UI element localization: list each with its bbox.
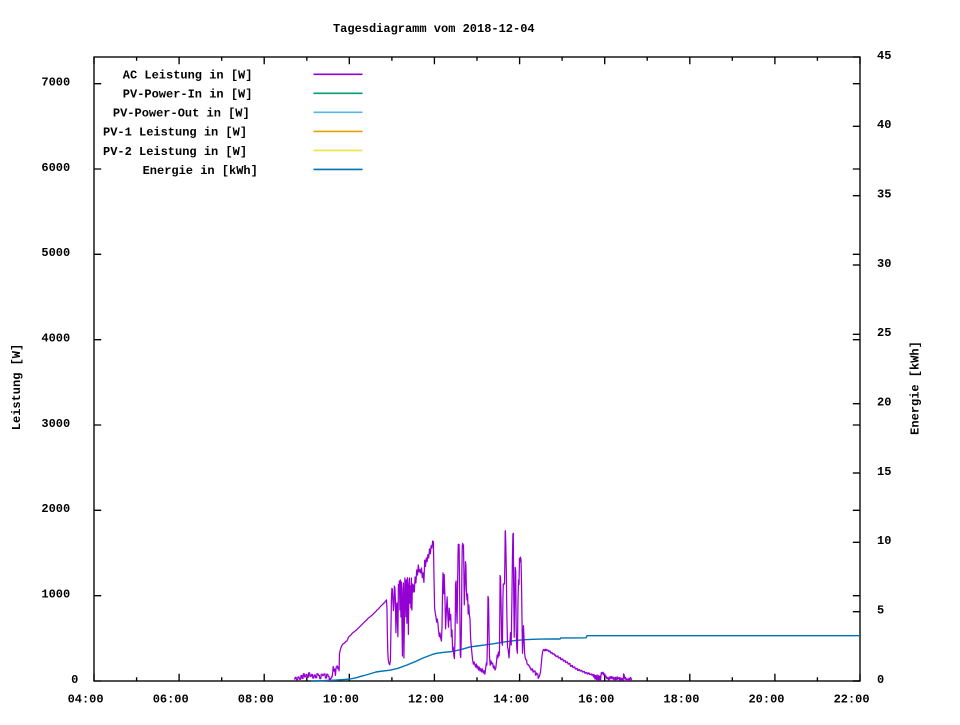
- svg-text:14:00: 14:00: [493, 692, 529, 706]
- svg-text:08:00: 08:00: [238, 692, 274, 706]
- svg-text:20: 20: [877, 396, 891, 410]
- svg-text:10: 10: [877, 534, 891, 548]
- svg-text:5000: 5000: [41, 246, 70, 260]
- svg-text:PV-Power-Out in [W]: PV-Power-Out in [W]: [113, 107, 250, 121]
- svg-text:AC Leistung in [W]: AC Leistung in [W]: [123, 69, 253, 83]
- svg-text:04:00: 04:00: [68, 692, 104, 706]
- svg-text:45: 45: [877, 49, 891, 63]
- svg-text:4000: 4000: [41, 332, 70, 346]
- svg-text:PV-Power-In in [W]: PV-Power-In in [W]: [123, 88, 253, 102]
- svg-text:40: 40: [877, 118, 891, 132]
- svg-text:18:00: 18:00: [663, 692, 699, 706]
- svg-text:1000: 1000: [41, 588, 70, 602]
- svg-text:22:00: 22:00: [834, 692, 870, 706]
- svg-text:Tagesdiagramm vom 2018-12-04: Tagesdiagramm vom 2018-12-04: [333, 22, 535, 36]
- svg-text:PV-2 Leistung in [W]: PV-2 Leistung in [W]: [103, 145, 247, 159]
- svg-text:6000: 6000: [41, 161, 70, 175]
- svg-text:2000: 2000: [41, 502, 70, 516]
- svg-text:0: 0: [877, 673, 884, 687]
- svg-text:Energie in [kWh]: Energie in [kWh]: [143, 164, 258, 178]
- svg-text:30: 30: [877, 257, 891, 271]
- svg-text:06:00: 06:00: [153, 692, 189, 706]
- svg-text:25: 25: [877, 326, 891, 340]
- svg-text:7000: 7000: [41, 76, 70, 90]
- svg-text:35: 35: [877, 188, 891, 202]
- svg-text:5: 5: [877, 604, 884, 618]
- svg-text:20:00: 20:00: [748, 692, 784, 706]
- svg-text:Leistung [W]: Leistung [W]: [10, 344, 24, 430]
- svg-text:Energie [kWh]: Energie [kWh]: [909, 341, 923, 435]
- svg-text:3000: 3000: [41, 417, 70, 431]
- svg-text:10:00: 10:00: [323, 692, 359, 706]
- svg-text:16:00: 16:00: [578, 692, 614, 706]
- svg-text:15: 15: [877, 465, 891, 479]
- svg-text:12:00: 12:00: [408, 692, 444, 706]
- svg-text:0: 0: [71, 673, 78, 687]
- svg-text:PV-1 Leistung in [W]: PV-1 Leistung in [W]: [103, 126, 247, 140]
